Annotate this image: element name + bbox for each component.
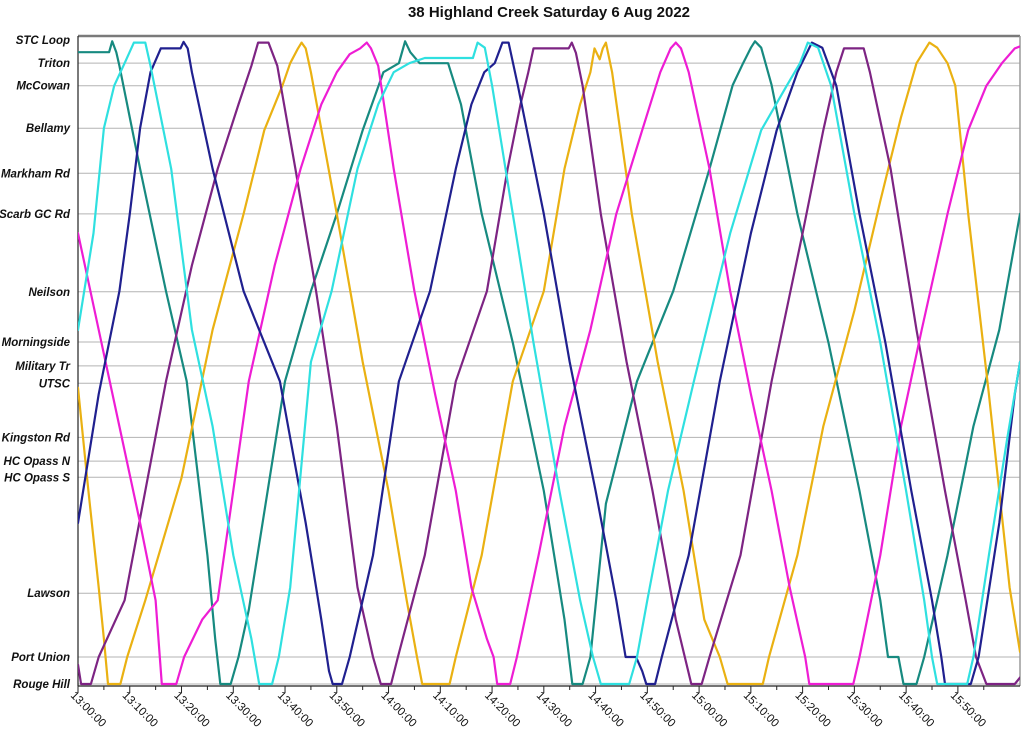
- stop-label-port-union: Port Union: [11, 652, 70, 664]
- x-tick-label: 14:30:00: [534, 690, 574, 730]
- stop-label-scarb-gc-rd: Scarb GC Rd: [0, 209, 71, 221]
- x-tick-label: 14:00:00: [378, 690, 418, 730]
- series-line-bus-navy: [78, 40, 1020, 686]
- stop-label-utsc: UTSC: [39, 378, 71, 390]
- stop-label-morningside: Morningside: [2, 337, 71, 349]
- x-tick-label: 14:20:00: [482, 690, 522, 730]
- x-tick-label: 14:50:00: [637, 690, 677, 730]
- x-tick-label: 15:20:00: [792, 690, 832, 730]
- x-tick-label: 13:20:00: [171, 690, 211, 730]
- series-line-bus-cyan: [78, 41, 1020, 686]
- x-tick-label: 15:30:00: [844, 690, 884, 730]
- x-tick-label: 15:10:00: [741, 690, 781, 730]
- stop-label-hc-opass-s: HC Opass S: [4, 472, 70, 484]
- x-tick-label: 13:50:00: [327, 690, 367, 730]
- x-tick-label: 13:30:00: [223, 690, 263, 730]
- x-tick-label: 15:00:00: [689, 690, 729, 730]
- stop-label-stc-loop: STC Loop: [16, 35, 70, 47]
- chart-title: 38 Highland Creek Saturday 6 Aug 2022: [407, 4, 691, 21]
- stop-label-rouge-hill: Rouge Hill: [13, 679, 71, 691]
- stop-label-markham-rd: Markham Rd: [1, 168, 71, 180]
- stop-label-neilson: Neilson: [28, 287, 70, 299]
- x-tick-label: 13:00:00: [68, 690, 108, 730]
- stop-label-kingston-rd: Kingston Rd: [2, 432, 71, 444]
- x-tick-label: 14:40:00: [585, 690, 625, 730]
- x-tick-label: 15:50:00: [948, 690, 988, 730]
- stop-label-military-tr: Military Tr: [15, 361, 70, 373]
- stop-label-lawson: Lawson: [27, 588, 70, 600]
- stop-label-mccowan: McCowan: [16, 81, 70, 93]
- x-tick-label: 15:40:00: [896, 690, 936, 730]
- series-line-bus-magenta: [78, 41, 1020, 686]
- stop-label-triton: Triton: [38, 58, 70, 70]
- series-line-bus-teal: [78, 40, 1020, 686]
- x-tick-label: 13:40:00: [275, 690, 315, 730]
- x-tick-label: 13:10:00: [120, 690, 160, 730]
- stop-label-bellamy: Bellamy: [26, 123, 71, 135]
- x-tick-label: 14:10:00: [430, 690, 470, 730]
- stop-label-hc-opass-n: HC Opass N: [4, 456, 71, 468]
- series-line-bus-purple: [78, 41, 1020, 686]
